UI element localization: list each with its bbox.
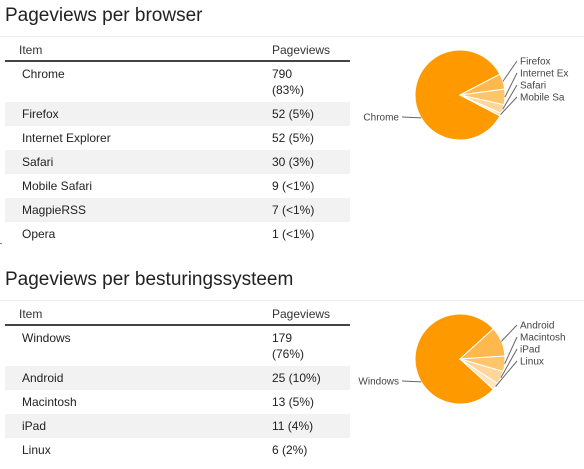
browser-section: Pageviews per browser Item Pageviews Chr… xyxy=(0,5,584,246)
row-item-label: Android xyxy=(5,366,272,390)
row-count: 52 (5%) xyxy=(272,131,315,145)
pie-label-android: Android xyxy=(520,321,554,332)
row-pageviews: 179 (76%) xyxy=(272,325,350,366)
row-percent: (83%) xyxy=(272,83,305,97)
table-row: Safari 30 (3%) xyxy=(5,150,350,174)
row-item-label: Mobile Safari xyxy=(22,179,93,193)
os-section: Pageviews per besturingssysteem Item Pag… xyxy=(0,264,584,469)
pie-label-chrome: Chrome xyxy=(363,113,399,124)
pie-slice-chrome[interactable] xyxy=(414,49,501,141)
os-title-divider xyxy=(0,300,584,301)
row-item-label: Macintosh xyxy=(22,395,77,409)
row-count: 9 (<1%) xyxy=(272,179,315,193)
pageviews-column-header[interactable]: Pageviews xyxy=(272,304,350,326)
os-table: Item Pageviews Windows 179 (76%) Android… xyxy=(5,304,350,462)
os-table-header: Item Pageviews xyxy=(5,304,350,326)
table-row: Android 25 (10%) xyxy=(5,366,350,390)
pie-leader-line xyxy=(495,360,518,387)
table-row: Firefox 52 (5%) xyxy=(5,102,350,126)
row-item-label: Windows xyxy=(22,331,71,345)
item-column-header[interactable]: Item xyxy=(5,40,272,62)
pie-label-safari: Safari xyxy=(520,81,546,92)
pie-leader-line xyxy=(500,348,518,378)
table-row: Macintosh 13 (5%) xyxy=(5,390,350,414)
row-item-label: Internet Explorer xyxy=(22,131,111,145)
edge-tick xyxy=(0,243,2,244)
row-pageviews: 790 (83%) xyxy=(272,61,350,102)
browser-table: Item Pageviews Chrome 790 (83%) Firefox … xyxy=(5,40,350,246)
row-count: 790 xyxy=(272,67,293,81)
row-item-label: iPad xyxy=(5,414,272,438)
pie-leader-line xyxy=(401,380,422,383)
row-count: 25 (10%) xyxy=(272,366,350,390)
pie-leader-line xyxy=(504,336,518,365)
pie-label-firefox: Firefox xyxy=(520,57,551,68)
row-item-label: Chrome xyxy=(22,67,65,81)
row-item-label: Linux xyxy=(22,443,51,457)
row-percent: (76%) xyxy=(272,347,305,361)
pie-label-internet-explorer: Internet Ex xyxy=(520,69,568,80)
table-row: iPad 11 (4%) xyxy=(5,414,350,438)
pie-label-ipad: iPad xyxy=(520,345,540,356)
pie-leader-line xyxy=(500,96,518,115)
row-item-label: Opera xyxy=(22,227,56,241)
row-count: 1 (<1%) xyxy=(272,227,315,241)
browser-title-divider xyxy=(0,36,584,37)
row-item-label: Safari xyxy=(5,150,272,174)
table-row: MagpieRSS 7 (<1%) xyxy=(5,198,350,222)
row-count: 7 (<1%) xyxy=(272,198,350,222)
item-column-header[interactable]: Item xyxy=(5,304,272,326)
browser-section-title: Pageviews per browser xyxy=(5,5,203,26)
table-row: Mobile Safari 9 (<1%) xyxy=(5,174,350,198)
row-item-label: Firefox xyxy=(5,102,272,126)
row-count: 13 (5%) xyxy=(272,395,315,409)
pie-leader-line xyxy=(502,84,518,110)
pie-leader-line xyxy=(504,72,518,98)
row-count: 30 (3%) xyxy=(272,150,350,174)
pageviews-column-header[interactable]: Pageviews xyxy=(272,40,350,62)
pie-leader-line xyxy=(502,60,518,82)
row-count: 11 (4%) xyxy=(272,414,350,438)
row-count: 6 (2%) xyxy=(272,443,308,457)
pie-leader-line xyxy=(401,116,422,119)
pie-slice-windows[interactable] xyxy=(414,313,494,405)
row-count: 179 xyxy=(272,331,293,345)
table-row: Chrome 790 (83%) xyxy=(5,61,350,102)
table-row: Opera 1 (<1%) xyxy=(5,222,350,246)
row-item-label: MagpieRSS xyxy=(5,198,272,222)
pie-label-mobile-safari: Mobile Sa xyxy=(520,93,565,104)
table-row: Internet Explorer 52 (5%) xyxy=(5,126,350,150)
table-row: Linux 6 (2%) xyxy=(5,438,350,462)
pie-leader-line xyxy=(501,324,518,342)
pie-label-linux: Linux xyxy=(520,357,544,368)
os-section-title: Pageviews per besturingssysteem xyxy=(5,269,294,290)
row-count: 52 (5%) xyxy=(272,102,350,126)
pie-label-macintosh: Macintosh xyxy=(520,333,566,344)
table-row: Windows 179 (76%) xyxy=(5,325,350,366)
browser-table-header: Item Pageviews xyxy=(5,40,350,62)
pie-label-windows: Windows xyxy=(358,377,399,388)
